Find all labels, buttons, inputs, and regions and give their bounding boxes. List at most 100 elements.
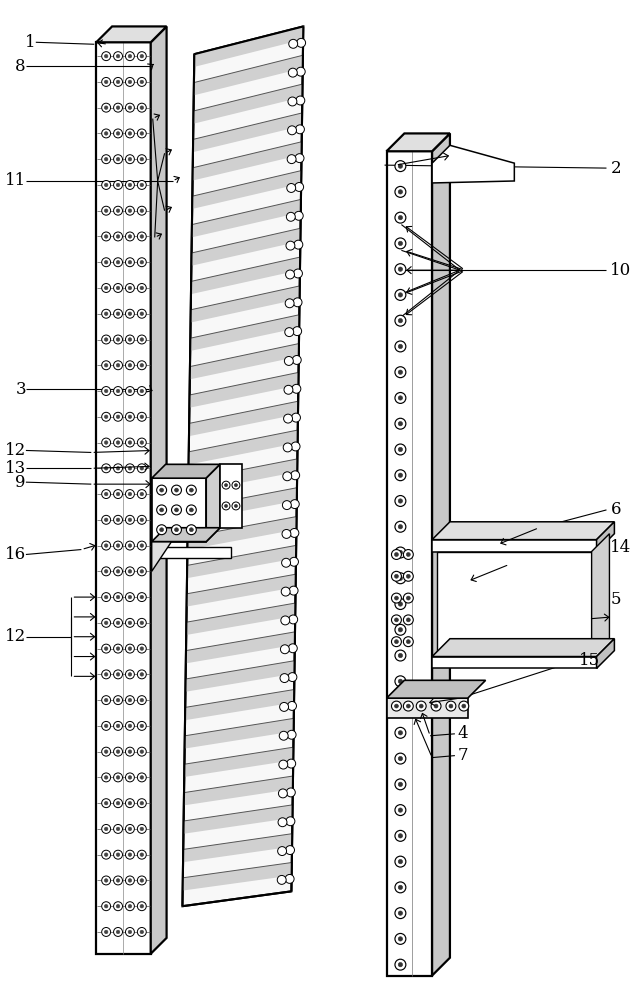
Circle shape xyxy=(104,647,108,650)
Polygon shape xyxy=(191,228,301,266)
Circle shape xyxy=(138,618,147,627)
Circle shape xyxy=(403,571,413,581)
Circle shape xyxy=(294,240,303,249)
Circle shape xyxy=(403,701,413,711)
Circle shape xyxy=(140,54,143,58)
Circle shape xyxy=(395,264,406,275)
Circle shape xyxy=(128,157,132,161)
Circle shape xyxy=(292,413,301,422)
Text: 12: 12 xyxy=(4,628,26,645)
Circle shape xyxy=(293,327,302,336)
Circle shape xyxy=(289,644,297,653)
Polygon shape xyxy=(192,142,302,181)
Circle shape xyxy=(398,422,403,426)
Circle shape xyxy=(125,541,134,550)
Circle shape xyxy=(102,670,111,679)
Circle shape xyxy=(113,77,122,86)
Circle shape xyxy=(392,615,401,625)
Polygon shape xyxy=(432,522,615,540)
Circle shape xyxy=(189,508,194,512)
Circle shape xyxy=(113,799,122,808)
Circle shape xyxy=(392,637,401,647)
Circle shape xyxy=(113,52,122,61)
Circle shape xyxy=(125,103,134,112)
Circle shape xyxy=(398,344,403,349)
Circle shape xyxy=(289,586,298,595)
Circle shape xyxy=(395,727,406,738)
Circle shape xyxy=(117,673,120,676)
Circle shape xyxy=(138,103,147,112)
Circle shape xyxy=(140,930,143,934)
Circle shape xyxy=(128,106,132,109)
Circle shape xyxy=(138,155,147,164)
Circle shape xyxy=(138,515,147,524)
Circle shape xyxy=(140,621,143,625)
Circle shape xyxy=(102,309,111,318)
Text: 10: 10 xyxy=(610,262,632,279)
Circle shape xyxy=(113,464,122,473)
Circle shape xyxy=(104,415,108,419)
Circle shape xyxy=(117,157,120,161)
Circle shape xyxy=(113,232,122,241)
Polygon shape xyxy=(437,552,592,657)
Circle shape xyxy=(128,492,132,496)
Circle shape xyxy=(104,930,108,934)
Circle shape xyxy=(291,442,300,451)
Circle shape xyxy=(113,335,122,344)
Circle shape xyxy=(284,385,293,394)
Polygon shape xyxy=(387,698,468,718)
Circle shape xyxy=(138,876,147,885)
Circle shape xyxy=(175,508,178,512)
Circle shape xyxy=(395,805,406,816)
Circle shape xyxy=(125,850,134,859)
Circle shape xyxy=(395,418,406,429)
Circle shape xyxy=(140,157,143,161)
Circle shape xyxy=(140,132,143,135)
Circle shape xyxy=(282,558,290,567)
Circle shape xyxy=(395,573,406,584)
Circle shape xyxy=(125,438,134,447)
Circle shape xyxy=(140,853,143,856)
Circle shape xyxy=(117,930,120,934)
Circle shape xyxy=(113,258,122,267)
Circle shape xyxy=(117,544,120,547)
Circle shape xyxy=(128,776,132,779)
Circle shape xyxy=(104,904,108,908)
Circle shape xyxy=(117,827,120,831)
Polygon shape xyxy=(192,199,301,237)
Polygon shape xyxy=(152,547,231,558)
Circle shape xyxy=(128,312,132,316)
Circle shape xyxy=(140,904,143,908)
Circle shape xyxy=(398,808,403,812)
Circle shape xyxy=(117,209,120,212)
Circle shape xyxy=(140,518,143,522)
Circle shape xyxy=(171,485,182,495)
Circle shape xyxy=(125,464,134,473)
Circle shape xyxy=(125,155,134,164)
Circle shape xyxy=(138,721,147,730)
Circle shape xyxy=(138,902,147,911)
Circle shape xyxy=(294,211,303,220)
Circle shape xyxy=(138,696,147,705)
Circle shape xyxy=(104,467,108,470)
Circle shape xyxy=(395,341,406,352)
Circle shape xyxy=(113,103,122,112)
Circle shape xyxy=(138,541,147,550)
Circle shape xyxy=(395,161,406,172)
Circle shape xyxy=(113,747,122,756)
Circle shape xyxy=(125,773,134,782)
Circle shape xyxy=(395,624,406,635)
Circle shape xyxy=(117,698,120,702)
Circle shape xyxy=(117,492,120,496)
Circle shape xyxy=(117,853,120,856)
Circle shape xyxy=(138,928,147,936)
Circle shape xyxy=(395,521,406,532)
Circle shape xyxy=(113,618,122,627)
Circle shape xyxy=(113,721,122,730)
Polygon shape xyxy=(432,540,597,552)
Circle shape xyxy=(128,441,132,444)
Circle shape xyxy=(104,441,108,444)
Polygon shape xyxy=(190,315,299,351)
Circle shape xyxy=(138,232,147,241)
Circle shape xyxy=(117,879,120,882)
